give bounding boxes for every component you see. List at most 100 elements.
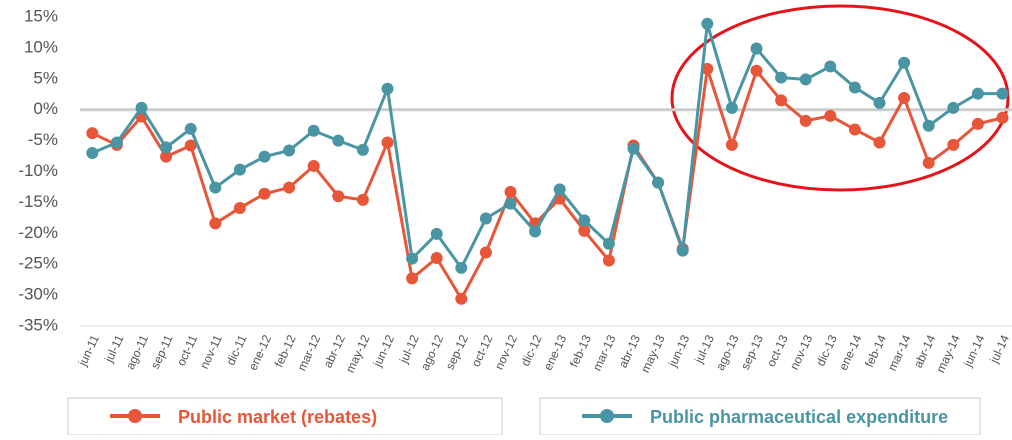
point — [160, 141, 173, 154]
point — [184, 139, 197, 152]
x-tick-label: mar-12 — [295, 332, 324, 373]
point — [258, 150, 271, 163]
point — [848, 81, 861, 94]
point — [406, 252, 419, 265]
y-tick-label: 5% — [33, 68, 58, 87]
point — [504, 197, 517, 210]
point — [430, 252, 443, 265]
point — [135, 101, 148, 114]
x-tick-label: feb-13 — [567, 332, 594, 369]
point — [160, 150, 173, 163]
x-tick-label: nov-13 — [787, 332, 815, 371]
point — [873, 96, 886, 109]
point — [799, 114, 812, 127]
point — [209, 217, 222, 230]
point — [627, 142, 640, 155]
point — [947, 138, 960, 151]
point — [356, 143, 369, 156]
y-tick-label: -25% — [18, 254, 58, 273]
x-tick-label: mar-13 — [590, 332, 619, 373]
point — [332, 134, 345, 147]
x-tick-label: feb-14 — [862, 332, 889, 369]
point — [775, 71, 788, 84]
legend-label: Public market (rebates) — [178, 407, 377, 427]
x-tick-label: jul-14 — [987, 332, 1012, 366]
x-tick-label: mar-14 — [885, 332, 914, 373]
point — [504, 185, 517, 198]
legend-marker — [128, 409, 142, 423]
x-tick-label: sep-11 — [148, 332, 176, 371]
y-tick-label: 10% — [24, 37, 58, 56]
point — [479, 212, 492, 225]
point — [922, 156, 935, 169]
point — [553, 183, 566, 196]
point — [947, 101, 960, 114]
x-tick-label: jul-12 — [396, 332, 422, 366]
point — [332, 190, 345, 203]
point — [86, 146, 99, 159]
y-tick-label: -5% — [28, 130, 58, 149]
x-tick-label: sep-12 — [443, 332, 471, 371]
x-tick-label: sep-13 — [738, 332, 766, 371]
point — [455, 261, 468, 274]
x-tick-label: abr-13 — [616, 332, 643, 370]
point — [996, 111, 1009, 124]
point — [922, 119, 935, 132]
point — [209, 181, 222, 194]
x-tick-label: jul-13 — [691, 332, 717, 366]
x-tick-label: dic-11 — [223, 332, 249, 367]
point — [701, 17, 714, 30]
y-tick-label: -15% — [18, 192, 58, 211]
point — [430, 227, 443, 240]
point — [356, 193, 369, 206]
x-tick-label: dic-13 — [813, 332, 840, 368]
point — [602, 254, 615, 267]
point — [529, 225, 542, 238]
y-tick-label: 0% — [33, 99, 58, 118]
point — [848, 123, 861, 136]
point — [110, 136, 123, 149]
y-tick-label: -20% — [18, 223, 58, 242]
point — [873, 136, 886, 149]
x-tick-label: dic-12 — [518, 332, 545, 368]
legend-label: Public pharmaceutical expenditure — [650, 407, 948, 427]
point — [258, 187, 271, 200]
x-tick-label: ene-14 — [836, 332, 865, 372]
point — [725, 138, 738, 151]
x-tick-label: jun-11 — [75, 332, 102, 369]
point — [307, 124, 320, 137]
point — [283, 181, 296, 194]
y-tick-label: -10% — [18, 161, 58, 180]
x-tick-label: oct-11 — [174, 332, 201, 368]
x-tick-label: ene-12 — [246, 332, 275, 372]
point — [996, 87, 1009, 100]
point — [701, 62, 714, 75]
x-tick-label: jun-13 — [665, 332, 692, 369]
x-tick-label: abr-14 — [911, 332, 938, 370]
x-tick-label: jul-11 — [101, 332, 126, 365]
point — [233, 163, 246, 176]
point — [898, 56, 911, 69]
x-tick-label: feb-12 — [272, 332, 299, 369]
point — [381, 136, 394, 149]
point — [86, 127, 99, 140]
point — [652, 176, 665, 189]
legend-marker — [600, 409, 614, 423]
point — [971, 87, 984, 100]
x-tick-label: jun-12 — [370, 332, 397, 369]
point — [578, 214, 591, 227]
point — [676, 244, 689, 257]
point — [750, 64, 763, 77]
point — [283, 144, 296, 157]
point — [602, 237, 615, 250]
point — [381, 82, 394, 95]
point — [898, 91, 911, 104]
point — [824, 109, 837, 122]
x-tick-label: abr-12 — [321, 332, 348, 370]
point — [750, 42, 763, 55]
x-tick-label: oct-13 — [764, 332, 791, 368]
point — [971, 117, 984, 130]
y-tick-label: -35% — [18, 315, 58, 334]
x-tick-label: jun-14 — [960, 332, 987, 369]
